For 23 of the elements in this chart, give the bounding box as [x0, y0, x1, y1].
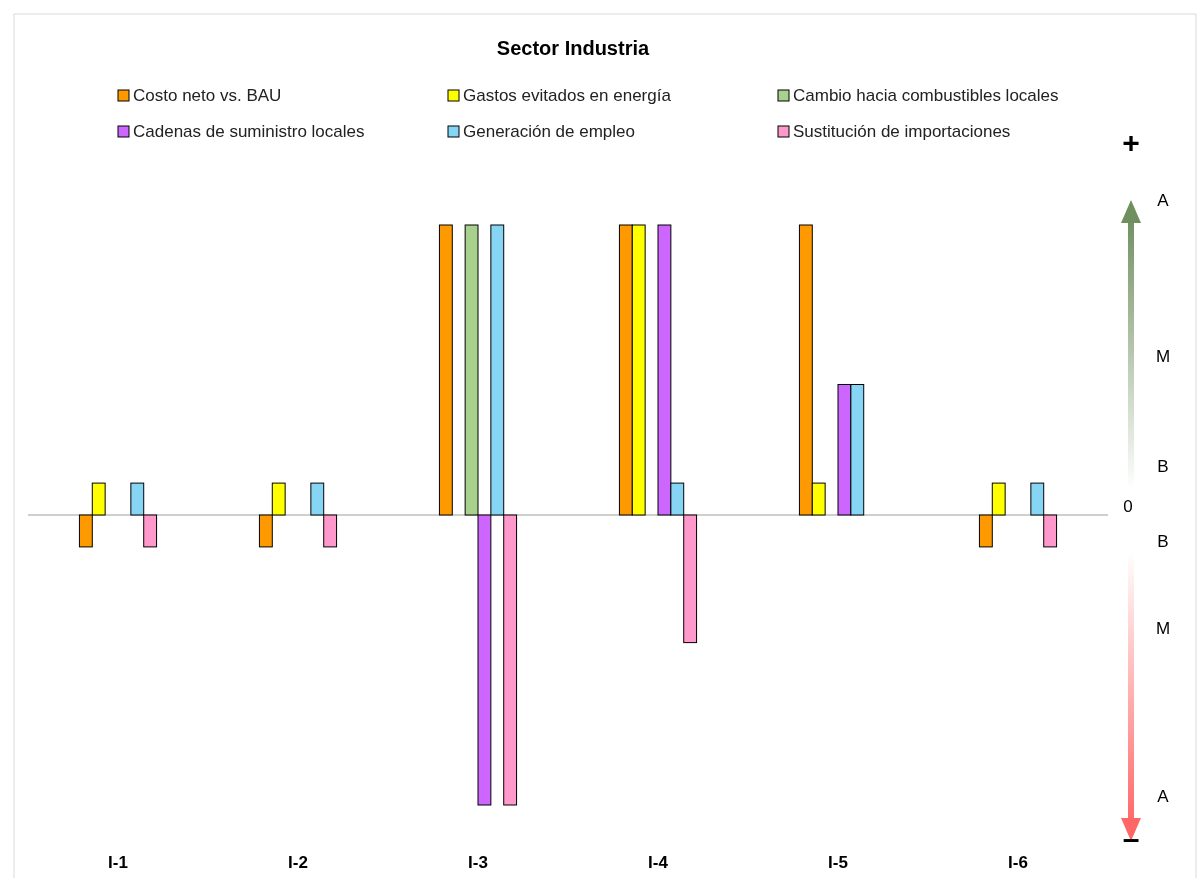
- legend-label: Costo neto vs. BAU: [133, 86, 282, 105]
- legend-label: Generación de empleo: [463, 122, 636, 141]
- legend-label: Cambio hacia combustibles locales: [793, 86, 1059, 105]
- text: +: [1122, 125, 1140, 159]
- text: B: [1157, 532, 1169, 552]
- text: A: [1157, 191, 1170, 211]
- legend-label: Gastos evitados en energía: [463, 86, 672, 105]
- chart-title: Sector Industria: [496, 37, 650, 59]
- x-tick-label: I-6: [1008, 853, 1028, 872]
- x-tick-label: I-4: [648, 853, 669, 872]
- x-tick-label: I-1: [108, 853, 128, 872]
- legend-label: Cadenas de suministro locales: [133, 122, 365, 141]
- text: –: [1122, 821, 1140, 855]
- text: B: [1157, 456, 1169, 476]
- bar: [438, 224, 453, 516]
- text: M: [1155, 619, 1171, 639]
- x-tick-label: I-2: [288, 853, 308, 872]
- text: A: [1157, 787, 1170, 807]
- x-tick-label: I-5: [828, 853, 848, 872]
- text: 0: [1123, 497, 1133, 517]
- x-tick-label: I-3: [468, 853, 488, 872]
- text: M: [1155, 346, 1171, 366]
- legend-label: Sustitución de importaciones: [793, 122, 1011, 141]
